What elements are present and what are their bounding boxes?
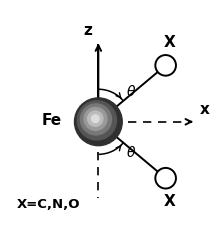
Circle shape — [88, 111, 103, 126]
Circle shape — [155, 168, 176, 188]
Circle shape — [91, 115, 99, 123]
Circle shape — [84, 108, 107, 130]
Text: X: X — [164, 35, 176, 50]
Text: x: x — [199, 102, 209, 118]
Circle shape — [75, 98, 122, 146]
Circle shape — [81, 104, 111, 135]
Text: Fe: Fe — [41, 113, 62, 128]
Text: X=C,N,O: X=C,N,O — [17, 198, 81, 211]
Circle shape — [77, 101, 117, 140]
Text: $\theta$: $\theta$ — [126, 145, 136, 160]
Circle shape — [155, 55, 176, 76]
Text: X: X — [164, 194, 176, 209]
Text: z: z — [83, 23, 92, 38]
Text: $\theta$: $\theta$ — [126, 84, 136, 99]
